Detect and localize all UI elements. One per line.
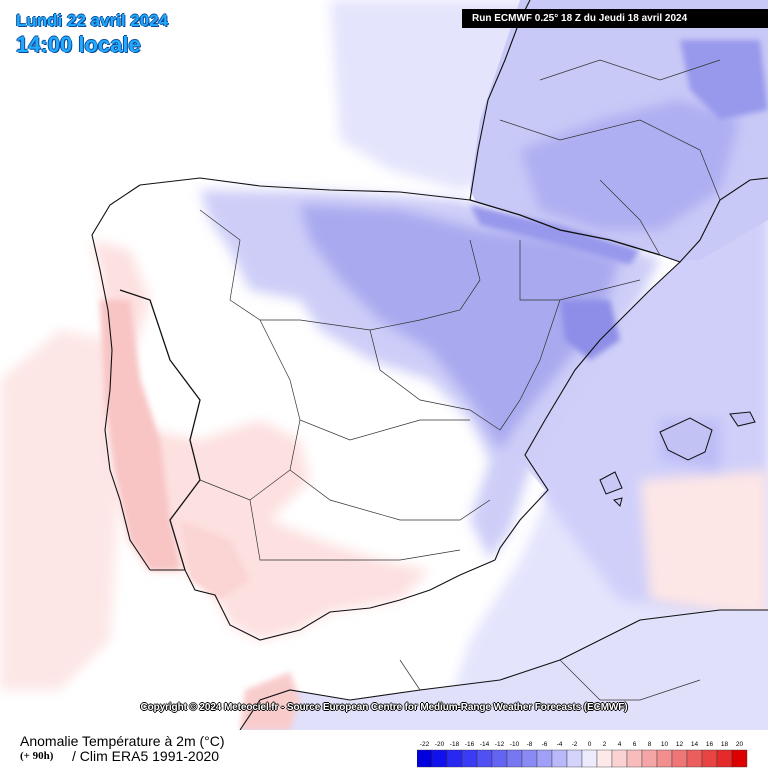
legend-swatch [476, 749, 493, 768]
alps-cool [680, 40, 768, 120]
legend-swatch [686, 749, 703, 768]
legend-tick-label: 4 [618, 741, 622, 748]
color-legend: -22 -20 -18 -16 -14 -12 -10 -8 -6 -4 -2 0 2 4 6 8 10 12 14… [417, 741, 748, 768]
pyrenees-cool [470, 205, 640, 265]
legend-swatch [431, 749, 448, 768]
legend-swatch [656, 749, 673, 768]
regional-borders [199, 59, 721, 701]
legend-swatch [641, 749, 658, 768]
mallorca [659, 417, 713, 461]
morocco-warm [240, 672, 300, 730]
lead-time: (+ 90h) [20, 750, 54, 762]
anomaly-map [0, 0, 768, 730]
legend-tick-label: -16 [465, 741, 475, 748]
run-banner: Run ECMWF 0.25° 18 Z du Jeudi 18 avril 2… [462, 9, 768, 28]
forecast-date: Lundi 22 avril 2024 [16, 11, 169, 30]
legend-swatch [566, 749, 583, 768]
legend-tick-label: 8 [648, 741, 652, 748]
legend-tick-label: 0 [588, 741, 592, 748]
legend-tick-label: 14 [691, 741, 699, 748]
sea-warm-zone-south [640, 470, 768, 620]
legend-tick-label: -20 [435, 741, 445, 748]
legend-tick-label: -6 [542, 741, 548, 748]
legend-tick-label: -10 [510, 741, 520, 748]
legend-tick-label: 2 [603, 741, 607, 748]
ibiza [599, 471, 623, 495]
legend-swatch [596, 749, 613, 768]
legend-swatch [626, 749, 643, 768]
sea-warm-zone-atlantic [0, 330, 120, 690]
legend-tick-label: 20 [736, 741, 744, 748]
legend-tick-label: -18 [450, 741, 460, 748]
legend-swatch [536, 749, 553, 768]
iberia-cool-core [300, 205, 620, 450]
legend-tick-label: 12 [676, 741, 684, 748]
legend-tick-label: -2 [572, 741, 578, 748]
legend-swatch [611, 749, 628, 768]
legend-swatch [701, 749, 718, 768]
legend-tick-label: 18 [721, 741, 729, 748]
legend-swatch [461, 749, 478, 768]
formentera [613, 497, 623, 507]
france-cool-core [520, 100, 740, 230]
legend-swatch [506, 749, 523, 768]
legend-swatch [581, 749, 598, 768]
copyright-notice: Copyright © 2024 Meteociel.fr - Source E… [140, 702, 628, 713]
national-borders [119, 199, 661, 571]
map-title: Anomalie Température à 2m (°C) [20, 733, 225, 749]
legend-tick-label: 16 [706, 741, 714, 748]
andalusia-warm [180, 520, 250, 600]
forecast-time: 14:00 locale [16, 32, 141, 57]
iberia-cool-strong [560, 300, 620, 360]
legend-tick-label: -8 [527, 741, 533, 748]
legend-swatch [417, 749, 433, 768]
legend-swatch [491, 749, 508, 768]
legend-tick-label: -22 [420, 741, 430, 748]
portugal-warm-core [100, 300, 180, 570]
legend-swatch [731, 749, 748, 768]
legend-tick-label: -12 [495, 741, 505, 748]
legend-swatch [671, 749, 688, 768]
legend-tick-label: 10 [661, 741, 669, 748]
legend-swatch [446, 749, 463, 768]
legend-tick-label: 6 [633, 741, 637, 748]
legend-swatch [551, 749, 568, 768]
legend-tick-label: -4 [557, 741, 563, 748]
menorca [729, 411, 756, 427]
legend-tick-label: -14 [480, 741, 490, 748]
legend-swatch [521, 749, 538, 768]
footer: Anomalie Température à 2m (°C) (+ 90h) /… [0, 730, 768, 768]
legend-swatch [716, 749, 733, 768]
climatology-note: / Clim ERA5 1991-2020 [72, 748, 220, 764]
